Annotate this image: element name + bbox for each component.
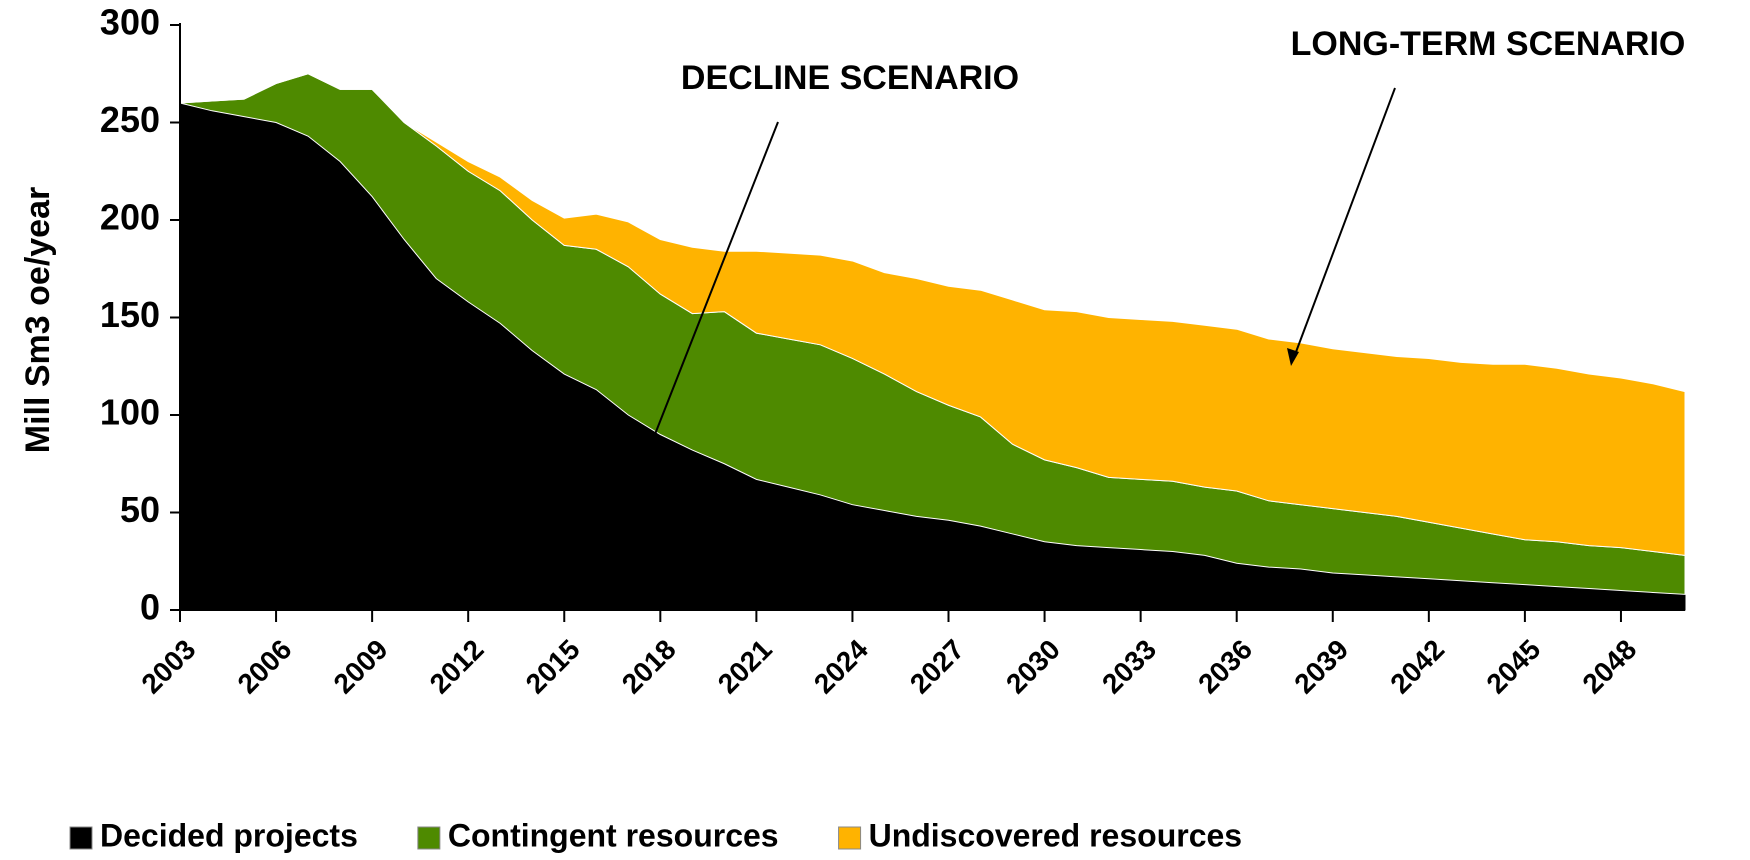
- y-tick-label: 200: [100, 197, 160, 238]
- arrow-head: [1287, 348, 1299, 366]
- x-tick-label: 2015: [520, 634, 586, 700]
- y-axis-label: Mill Sm3 oe/year: [19, 187, 57, 453]
- x-tick-label: 2048: [1576, 634, 1642, 700]
- legend-label: Decided projects: [100, 817, 358, 853]
- legend-swatch: [417, 826, 441, 850]
- x-tick-label: 2033: [1096, 634, 1162, 700]
- areas: [179, 73, 1686, 611]
- legend-label: Contingent resources: [448, 817, 779, 853]
- y-tick-label: 50: [120, 489, 160, 530]
- y-tick-label: 250: [100, 99, 160, 140]
- x-tick-label: 2024: [808, 633, 874, 699]
- x-tick-label: 2039: [1288, 634, 1354, 700]
- x-tick-label: 2018: [616, 634, 682, 700]
- x-tick-label: 2045: [1480, 634, 1546, 700]
- annotation: LONG-TERM SCENARIO: [1291, 25, 1686, 63]
- x-tick-label: 2012: [424, 634, 490, 700]
- x-tick-label: 2036: [1192, 634, 1258, 700]
- y-tick-label: 100: [100, 392, 160, 433]
- x-tick-label: 2042: [1384, 634, 1450, 700]
- legend-swatch: [838, 826, 862, 850]
- y-tick-label: 0: [140, 587, 160, 628]
- x-tick-label: 2003: [135, 634, 201, 700]
- annotation: DECLINE SCENARIO: [681, 59, 1019, 97]
- x-tick-label: 2021: [712, 634, 778, 700]
- x-tick-label: 2009: [328, 634, 394, 700]
- annotation-arrow: [647, 121, 779, 453]
- area: [179, 73, 1686, 556]
- arrow-head: [644, 440, 656, 458]
- x-tick-label: 2006: [232, 634, 298, 700]
- legend-swatch: [69, 826, 93, 850]
- legend-label: Undiscovered resources: [869, 817, 1243, 853]
- x-tick-label: 2027: [904, 634, 970, 700]
- y-tick-label: 150: [100, 294, 160, 335]
- y-tick-label: 300: [100, 2, 160, 43]
- annotation-arrow: [1292, 87, 1396, 361]
- x-tick-label: 2030: [1000, 634, 1066, 700]
